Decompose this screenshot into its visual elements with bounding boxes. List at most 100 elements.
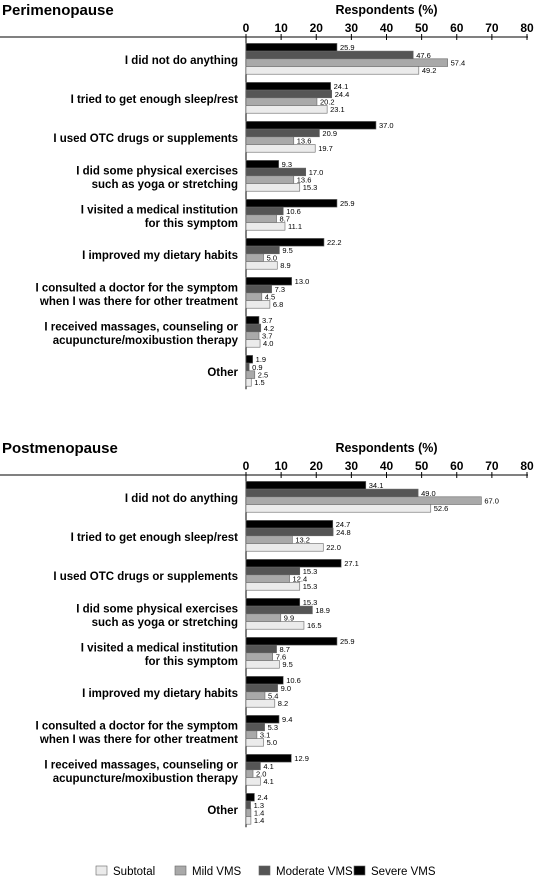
- data-label: 9.3: [282, 160, 292, 169]
- bar-mild-vms: [245, 808, 252, 817]
- data-label: 57.4: [451, 59, 466, 68]
- x-tick-label: 30: [345, 21, 359, 35]
- data-label: 27.1: [344, 559, 359, 568]
- data-label: 5.0: [267, 254, 277, 263]
- data-label: 9.0: [281, 684, 291, 693]
- x-tick-label: 80: [520, 21, 534, 35]
- data-label: 4.2: [264, 324, 274, 333]
- bar-severe-vms: [245, 637, 338, 646]
- data-label: 3.1: [260, 731, 270, 740]
- bar-subtotal: [245, 261, 278, 270]
- data-label: 24.7: [336, 520, 351, 529]
- bar-mild-vms: [245, 769, 254, 778]
- data-label: 13.6: [297, 137, 312, 146]
- data-label: 25.9: [340, 43, 355, 52]
- x-tick-label: 50: [415, 459, 429, 473]
- bar-moderate-vms: [245, 362, 250, 372]
- data-label: 13.6: [297, 176, 312, 185]
- data-label: 12.4: [293, 575, 308, 584]
- bar-mild-vms: [245, 535, 293, 544]
- x-tick-label: 70: [485, 21, 499, 35]
- bar-subtotal: [245, 543, 324, 552]
- data-label: 7.3: [275, 285, 285, 294]
- category-group: I used OTC drugs or supplements 37.0 20.9 1…: [53, 121, 394, 153]
- bar-subtotal: [245, 660, 280, 669]
- data-label: 1.5: [254, 378, 264, 387]
- bar-moderate-vms: [245, 89, 333, 99]
- data-label: 15.3: [303, 567, 318, 576]
- data-label: 9.4: [282, 715, 292, 724]
- data-label: 1.4: [254, 809, 264, 818]
- data-label: 3.7: [262, 316, 272, 325]
- data-label: 34.1: [369, 481, 384, 490]
- bar-moderate-vms: [245, 644, 277, 654]
- data-label: 23.1: [330, 105, 345, 114]
- bar-severe-vms: [245, 238, 325, 247]
- bar-severe-vms: [245, 520, 334, 529]
- bar-subtotal: [245, 339, 261, 348]
- category-label: acupuncture/moxibustion therapy: [53, 335, 239, 347]
- bar-severe-vms: [245, 121, 377, 130]
- category-label: Other: [207, 805, 238, 817]
- bar-severe-vms: [245, 598, 301, 607]
- bar-subtotal: [245, 300, 271, 309]
- category-label: I consulted a doctor for the symptom: [35, 720, 238, 732]
- category-label: when I was there for other treatment: [39, 296, 238, 308]
- data-label: 4.0: [263, 339, 273, 348]
- category-label: I tried to get enough sleep/rest: [71, 532, 239, 544]
- bar-moderate-vms: [245, 605, 313, 615]
- bar-mild-vms: [245, 175, 295, 184]
- data-label: 6.8: [273, 300, 283, 309]
- data-label: 15.3: [303, 582, 318, 591]
- bar-severe-vms: [245, 481, 367, 490]
- category-label: when I was there for other treatment: [39, 734, 238, 746]
- legend-swatch: [353, 865, 366, 876]
- x-axis-title: Respondents (%): [335, 3, 437, 17]
- data-label: 20.9: [322, 129, 337, 138]
- data-label: 24.4: [335, 90, 350, 99]
- legend-swatch: [258, 865, 271, 876]
- category-group: I tried to get enough sleep/rest 24.124.4…: [71, 82, 350, 114]
- bar-severe-vms: [245, 316, 260, 325]
- bar-severe-vms: [245, 160, 279, 169]
- category-label: I received massages, counseling or: [44, 321, 238, 333]
- data-label: 11.1: [288, 222, 302, 231]
- category-label: I used OTC drugs or supplements: [53, 571, 238, 583]
- category-group: I tried to get enough sleep/rest 24.724.8…: [71, 520, 351, 552]
- data-label: 15.3: [303, 183, 318, 192]
- data-label: 17.0: [309, 168, 324, 177]
- bar-severe-vms: [245, 676, 284, 685]
- category-label: acupuncture/moxibustion therapy: [53, 773, 239, 785]
- panel-title: Postmenopause: [2, 440, 118, 457]
- bar-moderate-vms: [245, 206, 284, 216]
- legend-item: Severe VMS: [353, 865, 436, 877]
- bar-subtotal: [245, 504, 432, 513]
- bar-subtotal: [245, 816, 252, 825]
- data-label: 13.0: [295, 277, 310, 286]
- category-label: I did not do anything: [125, 493, 238, 505]
- data-label: 13.2: [295, 536, 310, 545]
- x-tick-label: 10: [274, 459, 288, 473]
- data-label: 9.5: [282, 246, 292, 255]
- x-tick-label: 50: [415, 21, 429, 35]
- category-group: I did not do anything 34.1 49.0 67.0 52.6: [125, 481, 499, 513]
- data-label: 16.5: [307, 621, 322, 630]
- bar-severe-vms: [245, 559, 342, 568]
- category-label: I consulted a doctor for the symptom: [35, 282, 238, 294]
- data-label: 18.9: [315, 606, 330, 615]
- bar-mild-vms: [245, 691, 266, 700]
- category-label: such as yoga or stretching: [92, 617, 238, 629]
- category-label: Other: [207, 367, 238, 379]
- data-label: 9.9: [284, 614, 294, 623]
- data-label: 2.0: [256, 770, 266, 779]
- data-label: 19.7: [318, 144, 333, 153]
- x-tick-label: 70: [485, 459, 499, 473]
- bar-subtotal: [245, 777, 261, 786]
- data-label: 1.3: [254, 801, 264, 810]
- chart-panel-2: Postmenopause Respondents (%) 0 10 20 30 40 50 6…: [0, 440, 534, 828]
- bar-mild-vms: [245, 292, 263, 301]
- data-label: 5.0: [267, 738, 277, 747]
- x-tick-label: 60: [450, 21, 464, 35]
